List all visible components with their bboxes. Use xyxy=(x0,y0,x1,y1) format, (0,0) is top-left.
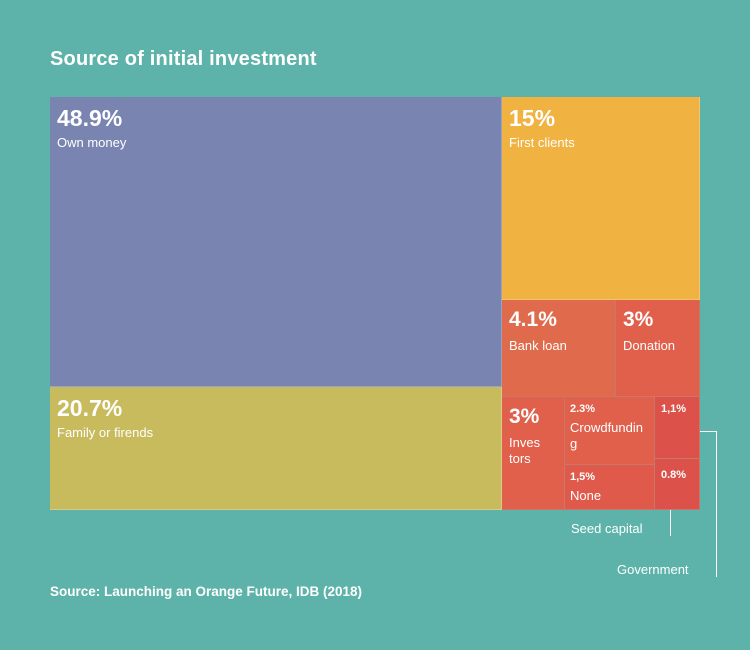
seed-capital-label: Seed capital xyxy=(571,521,643,536)
treemap-tile-donation: 3% Donation xyxy=(616,300,700,397)
treemap-tile-crowd: 2.3% Crowdfunding xyxy=(565,397,655,465)
treemap-tile-clients: 15% First clients xyxy=(502,97,700,300)
tile-value-family: 20.7% xyxy=(57,395,123,421)
tile-value-bank: 4.1% xyxy=(509,308,557,331)
treemap-tile-investors: 3% Inves tors xyxy=(502,397,565,510)
tile-value-gov: 1,1% xyxy=(661,403,687,415)
government-label: Government xyxy=(617,562,689,577)
tile-label-investors: Inves tors xyxy=(509,435,541,467)
government-leader-h xyxy=(700,431,717,432)
government-leader-v xyxy=(716,431,717,577)
tile-label-none: None xyxy=(570,488,602,503)
tile-value-seed: 0.8% xyxy=(661,469,687,481)
seed-capital-leader xyxy=(670,510,671,536)
treemap-tile-family: 20.7% Family or firends xyxy=(50,387,502,510)
tile-label-donation: Donation xyxy=(623,338,676,353)
tile-value-investors: 3% xyxy=(509,405,540,428)
tile-value-none: 1,5% xyxy=(570,471,596,483)
tile-value-clients: 15% xyxy=(509,105,556,131)
tile-label-own: Own money xyxy=(57,135,127,150)
tile-label-crowd: Crowdfunding xyxy=(570,420,643,452)
tile-value-own: 48.9% xyxy=(57,105,123,131)
treemap-tile-seed: 0.8% xyxy=(655,459,700,510)
tile-label-clients: First clients xyxy=(509,135,575,150)
treemap-tile-bank: 4.1% Bank loan xyxy=(502,300,616,397)
chart-title: Source of initial investment xyxy=(50,48,317,70)
source-note: Source: Launching an Orange Future, IDB … xyxy=(50,584,363,599)
tile-label-bank: Bank loan xyxy=(509,338,567,353)
tile-label-family: Family or firends xyxy=(57,425,154,440)
treemap-tile-own: 48.9% Own money xyxy=(50,97,502,387)
tile-value-crowd: 2.3% xyxy=(570,403,596,415)
treemap-tile-gov: 1,1% xyxy=(655,397,700,459)
tile-value-donation: 3% xyxy=(623,308,654,331)
treemap-tile-none: 1,5% None xyxy=(565,465,655,510)
